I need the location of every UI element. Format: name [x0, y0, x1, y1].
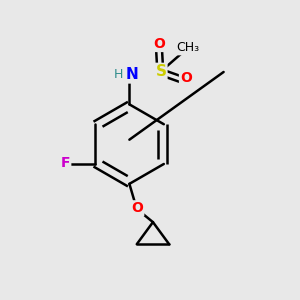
Text: O: O — [131, 201, 143, 215]
Text: S: S — [155, 64, 167, 79]
Text: N: N — [126, 68, 139, 82]
Text: O: O — [154, 37, 165, 51]
Text: CH₃: CH₃ — [176, 41, 199, 54]
Text: O: O — [180, 71, 192, 85]
Text: H: H — [113, 68, 123, 81]
Text: F: F — [61, 156, 70, 170]
